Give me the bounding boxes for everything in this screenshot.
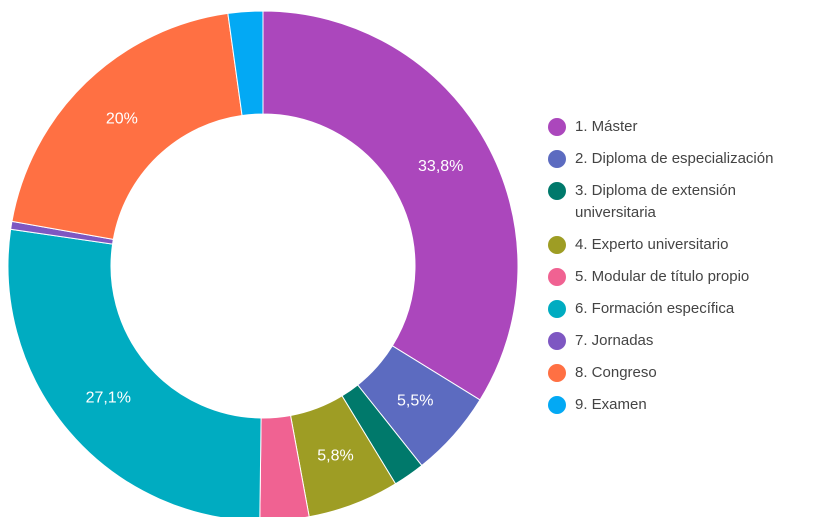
- legend-item: 8. Congreso: [548, 362, 810, 384]
- legend-label: 8. Congreso: [575, 364, 657, 381]
- legend-swatch: [548, 396, 566, 414]
- legend-swatch: [548, 150, 566, 168]
- chart: 33,8% 5,5% 5,8% 27,1% 20%: [7, 10, 519, 517]
- legend-swatch: [548, 364, 566, 382]
- legend-item: 2. Diploma de especialización: [548, 148, 810, 170]
- legend-label: 4. Experto universitario: [575, 236, 729, 253]
- legend-swatch: [548, 182, 566, 200]
- slice-label: 5,8%: [317, 447, 353, 464]
- legend-item: 3. Diploma de extensión universitaria: [548, 180, 810, 224]
- slice-label: 27,1%: [86, 389, 131, 406]
- legend-swatch: [548, 236, 566, 254]
- legend-label: 1. Máster: [575, 118, 638, 135]
- legend-swatch: [548, 332, 566, 350]
- slice: [7, 228, 262, 517]
- legend-swatch: [548, 118, 566, 136]
- legend: 1. Máster 2. Diploma de especialización 3.…: [548, 116, 810, 426]
- slice: [227, 10, 264, 117]
- legend-label: 9. Examen: [575, 396, 647, 413]
- slice-label: 5,5%: [397, 392, 433, 409]
- slice-label: 20%: [106, 111, 138, 128]
- slice: [11, 12, 243, 240]
- legend-label: 5. Modular de título propio: [575, 268, 750, 285]
- legend-label: 7. Jornadas: [575, 332, 654, 349]
- legend-label: 3. Diploma de extensión universitaria: [575, 182, 736, 221]
- legend-item: 5. Modular de título propio: [548, 266, 810, 288]
- slice: [262, 10, 519, 401]
- slice-label: 33,8%: [418, 158, 463, 175]
- legend-item: 6. Formación específica: [548, 298, 810, 320]
- legend-item: 1. Máster: [548, 116, 810, 138]
- legend-swatch: [548, 300, 566, 318]
- legend-item: 7. Jornadas: [548, 330, 810, 352]
- legend-swatch: [548, 268, 566, 286]
- legend-label: 6. Formación específica: [575, 300, 735, 317]
- legend-label: 2. Diploma de especialización: [575, 150, 774, 167]
- legend-item: 9. Examen: [548, 394, 810, 416]
- legend-item: 4. Experto universitario: [548, 234, 810, 256]
